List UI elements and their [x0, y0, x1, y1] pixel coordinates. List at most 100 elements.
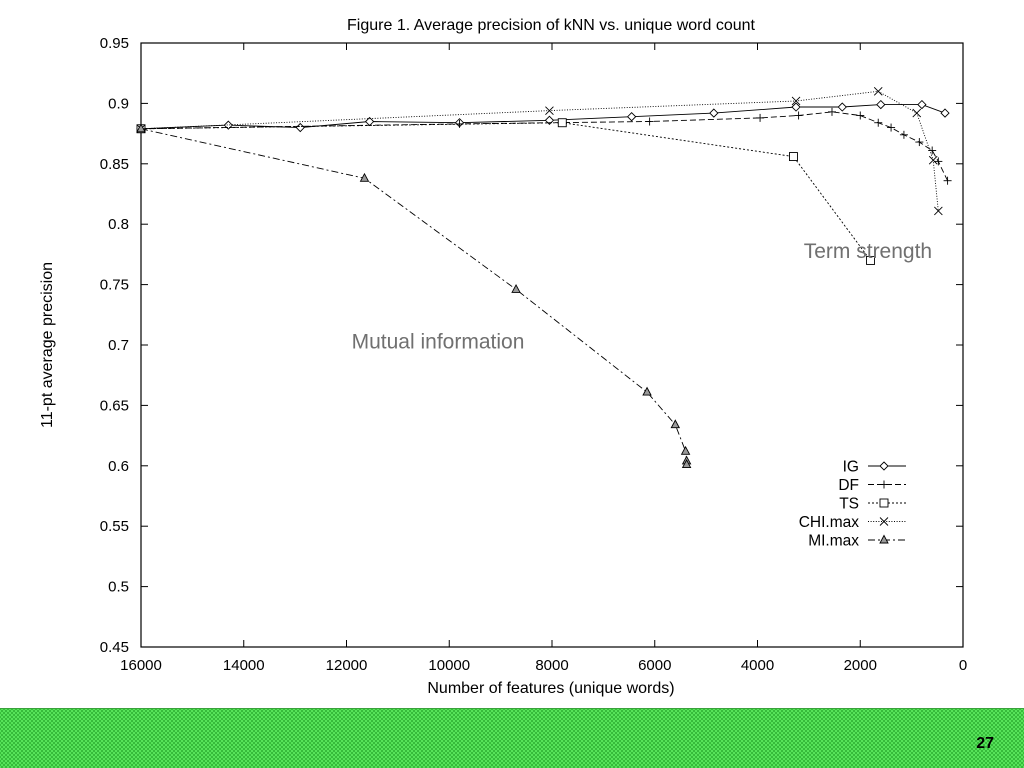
- footer-band: 27: [0, 708, 1024, 768]
- legend-label-ts: TS: [839, 496, 859, 513]
- chart-title: Figure 1. Average precision of kNN vs. u…: [347, 17, 755, 34]
- x-tick-label: 2000: [844, 657, 877, 674]
- y-tick-label: 0.75: [100, 277, 129, 294]
- data-point-df: [794, 111, 803, 120]
- legend-marker-mi-max: [879, 534, 889, 544]
- x-tick-label: 12000: [326, 657, 368, 674]
- legend-marker-mi-max-shape: [879, 534, 889, 544]
- data-point-mi-max: [670, 419, 681, 429]
- data-point-df: [756, 113, 765, 122]
- y-tick-label: 0.95: [100, 35, 129, 52]
- legend-label-df: DF: [838, 477, 859, 494]
- plot-frame: [140, 42, 964, 648]
- data-point-ig: [295, 122, 305, 133]
- x-tick-label: 8000: [535, 657, 568, 674]
- data-point-mi-max-shape: [511, 283, 521, 293]
- y-tick-label: 0.9: [108, 95, 129, 112]
- x-axis-label: Number of features (unique words): [427, 680, 674, 697]
- x-tick-label: 4000: [741, 657, 774, 674]
- legend-marker-chi-max-b: [879, 517, 889, 526]
- data-point-ts-shape: [557, 118, 567, 128]
- data-point-ts-shape: [789, 152, 798, 162]
- series-ig: [136, 99, 950, 134]
- y-axis-label: 11-pt average precision: [39, 262, 56, 428]
- data-point-mi-max: [136, 123, 146, 133]
- series-line-mi-max: [140, 128, 688, 465]
- legend-marker-chi-max: [879, 517, 889, 526]
- legend-label-mi-max: MI.max: [808, 533, 859, 550]
- data-point-df: [899, 130, 908, 139]
- y-tick-label: 0.8: [108, 216, 129, 233]
- data-point-ig-shape: [791, 102, 801, 112]
- series-line-ig: [140, 104, 946, 130]
- data-point-chi-max-b: [791, 96, 801, 106]
- annotation-label: Term strength: [804, 240, 932, 263]
- data-point-chi-max-b: [934, 206, 943, 216]
- data-point-ig-shape: [295, 122, 305, 133]
- data-point-df: [943, 176, 952, 185]
- precision-vs-features-chart: Figure 1. Average precision of kNN vs. u…: [39, 17, 967, 697]
- page-number: 27: [976, 735, 994, 752]
- data-point-mi-max-shape: [359, 172, 370, 182]
- series-line-ts: [140, 122, 871, 261]
- data-point-df: [874, 118, 883, 127]
- data-point-ig-shape: [709, 108, 719, 118]
- x-tick-label: 14000: [223, 657, 265, 674]
- data-point-ig-shape: [940, 108, 950, 118]
- legend-marker-ig-shape: [879, 461, 889, 471]
- series-line-df: [140, 111, 949, 181]
- data-point-mi-max-shape: [670, 419, 681, 429]
- y-tick-label: 0.55: [100, 518, 129, 535]
- legend-marker-ig: [879, 461, 889, 471]
- x-tick-label: 0: [959, 657, 967, 674]
- data-point-mi-max-shape: [136, 123, 146, 133]
- data-point-mi-max-shape: [680, 445, 691, 455]
- data-point-mi-max: [681, 459, 692, 469]
- data-point-ig: [626, 112, 637, 122]
- data-point-ts: [866, 255, 875, 265]
- series-df: [137, 107, 952, 185]
- data-point-chi-max: [934, 206, 943, 216]
- series-chi-max: [136, 87, 943, 216]
- annotation-layer: Term strength Mutual information: [352, 240, 932, 354]
- data-point-ts: [557, 118, 567, 128]
- y-tick-label: 0.85: [100, 156, 129, 173]
- data-point-chi-max: [912, 108, 922, 118]
- data-point-mi-max: [511, 283, 521, 293]
- data-point-chi-max-b: [545, 106, 554, 115]
- data-point-df: [934, 157, 943, 166]
- series-mi-max: [136, 123, 692, 469]
- data-point-ig-shape: [837, 102, 847, 112]
- data-point-chi-max-b: [912, 108, 922, 118]
- data-point-mi-max-shape: [681, 459, 692, 469]
- data-point-ig-shape: [626, 112, 637, 122]
- data-point-chi-max: [545, 106, 554, 115]
- data-point-ts: [789, 152, 798, 162]
- data-point-chi-max: [928, 155, 938, 165]
- data-point-chi-max-b: [873, 87, 883, 96]
- data-point-df: [887, 123, 896, 132]
- data-point-df: [645, 117, 654, 126]
- data-point-ig-shape: [876, 99, 886, 110]
- data-point-chi-max: [873, 87, 883, 96]
- data-point-chi-max: [791, 96, 801, 106]
- data-point-ig: [837, 102, 847, 112]
- legend-label-chi-max: CHI.max: [799, 514, 860, 531]
- data-point-ig: [709, 108, 719, 118]
- legend-marker-ts: [879, 498, 889, 508]
- data-point-mi-max: [359, 172, 370, 182]
- x-tick-label: 16000: [120, 657, 162, 674]
- y-axis: 0.45 0.5 0.55 0.6 0.65 0.7 0.75 0.8 0.85 0.9 0.95: [100, 35, 963, 656]
- y-tick-label: 0.7: [108, 337, 129, 354]
- y-tick-label: 0.65: [100, 397, 129, 414]
- data-point-df: [915, 138, 924, 147]
- series-ts: [136, 118, 875, 265]
- x-tick-label: 10000: [428, 657, 470, 674]
- x-axis: 16000 14000 12000 10000 8000 6000 4000 2000 0: [120, 43, 967, 674]
- data-point-mi-max: [642, 386, 652, 396]
- data-point-chi-max-b: [928, 155, 938, 165]
- series-layer: [136, 87, 952, 469]
- legend-label-ig: IG: [843, 459, 859, 476]
- data-point-ig: [791, 102, 801, 112]
